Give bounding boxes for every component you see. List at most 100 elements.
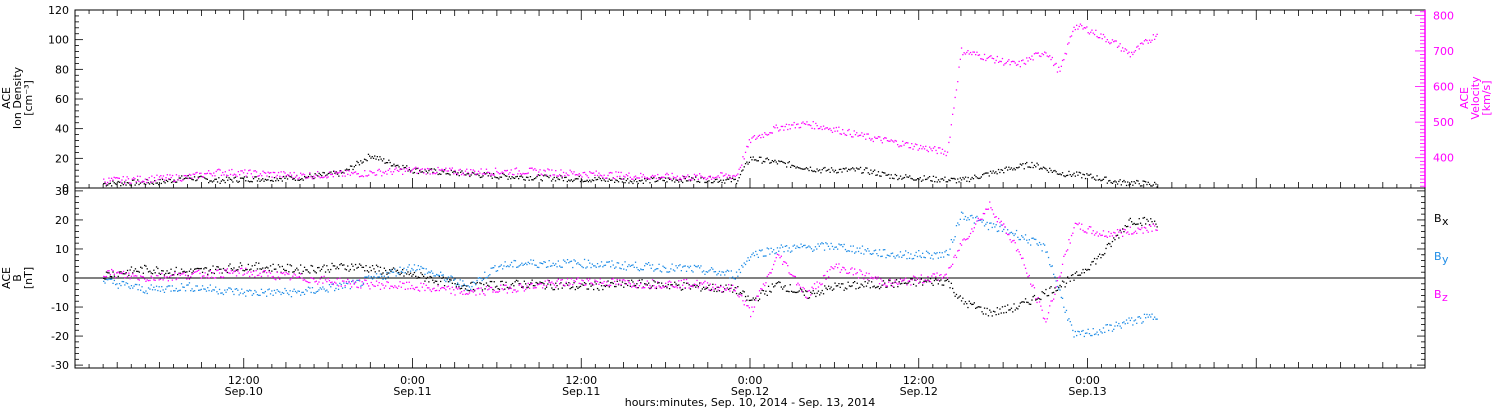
Bz-point: [891, 285, 894, 287]
By-point: [945, 249, 947, 252]
velocity-point: [306, 176, 308, 178]
Bz-point: [252, 270, 255, 272]
Bx-point: [1067, 276, 1069, 278]
density-point: [714, 178, 717, 181]
Bx-point: [996, 307, 998, 309]
Bz-point: [293, 273, 295, 275]
Bx-point: [518, 283, 520, 285]
density-point: [680, 180, 682, 182]
density-point: [260, 179, 263, 181]
density-point: [383, 158, 385, 160]
Bz-point: [859, 269, 861, 271]
density-point: [193, 176, 196, 178]
By-point: [424, 273, 426, 275]
velocity-point: [513, 174, 515, 176]
Bz-point: [241, 267, 243, 269]
By-point: [263, 292, 265, 294]
Bz-point: [1058, 276, 1060, 279]
velocity-point: [627, 175, 629, 177]
velocity-point: [817, 128, 820, 130]
velocity-point: [680, 178, 682, 181]
velocity-point: [946, 151, 949, 153]
density-point: [256, 180, 259, 182]
Bz-point: [632, 285, 634, 287]
Bz-point: [980, 218, 982, 220]
velocity-tick-label: 400: [1433, 152, 1454, 165]
density-point: [747, 163, 749, 165]
By-point: [413, 264, 416, 266]
Bz-point: [345, 281, 348, 283]
By-point: [136, 283, 138, 286]
Bz-point: [695, 284, 697, 286]
density-point: [1115, 181, 1117, 183]
velocity-point: [506, 169, 508, 172]
By-point: [691, 270, 693, 272]
Bz-point: [699, 284, 701, 286]
By-point: [283, 292, 285, 294]
velocity-point: [797, 123, 799, 125]
density-point: [733, 178, 735, 181]
By-point: [653, 270, 655, 272]
density-point: [531, 179, 533, 181]
Bx-point: [360, 264, 362, 266]
By-point: [898, 256, 900, 258]
velocity-point: [875, 137, 877, 139]
velocity-point: [637, 177, 639, 179]
density-point: [1128, 184, 1130, 186]
By-point: [196, 285, 198, 287]
Bz-point: [1007, 233, 1009, 236]
By-point: [818, 245, 820, 247]
Bz-point: [817, 286, 820, 288]
Bx-point: [1093, 257, 1096, 260]
By-point: [620, 268, 622, 270]
velocity-point: [968, 53, 970, 55]
By-point: [398, 273, 400, 275]
Bz-point: [617, 283, 620, 285]
density-point: [424, 169, 426, 171]
Bx-point: [303, 266, 306, 268]
Bx-point: [421, 273, 423, 276]
By-point: [150, 284, 152, 286]
density-point: [884, 172, 886, 174]
By-point: [581, 265, 583, 268]
density-point: [577, 178, 579, 180]
density-point: [126, 182, 128, 184]
By-point: [493, 267, 495, 269]
velocity-point: [732, 175, 734, 177]
velocity-point: [553, 174, 556, 176]
Bz-point: [1118, 231, 1120, 233]
x-tick-label-time: 0:00: [1075, 374, 1100, 387]
By-point: [710, 267, 713, 269]
density-point: [978, 177, 980, 180]
Bz-point: [140, 275, 142, 277]
Bz-point: [957, 250, 959, 252]
Bz-point: [155, 274, 158, 277]
Bx-point: [362, 266, 365, 268]
Bx-point: [155, 266, 158, 268]
By-point: [516, 266, 518, 268]
Bx-point: [232, 269, 234, 271]
density-point: [695, 176, 697, 178]
Bz-point: [847, 272, 849, 275]
Bx-point: [471, 281, 473, 283]
velocity-point: [714, 176, 717, 179]
Bx-point: [424, 280, 426, 282]
Bz-point: [500, 284, 502, 286]
velocity-point: [562, 171, 565, 174]
By-point: [251, 294, 253, 296]
Bz-point: [201, 275, 204, 277]
By-point: [876, 253, 878, 255]
By-point: [1024, 234, 1027, 236]
Bz-point: [813, 283, 816, 285]
Bz-point: [455, 287, 457, 289]
By-point: [371, 278, 374, 280]
velocity-point: [1082, 28, 1084, 30]
Bz-point: [790, 274, 793, 276]
Bx-point: [409, 272, 412, 274]
Bx-point: [557, 288, 559, 290]
By-point: [1072, 329, 1074, 332]
velocity-point: [822, 125, 825, 127]
velocity-point: [670, 178, 672, 180]
velocity-point: [590, 172, 592, 174]
Bx-point: [604, 285, 607, 288]
